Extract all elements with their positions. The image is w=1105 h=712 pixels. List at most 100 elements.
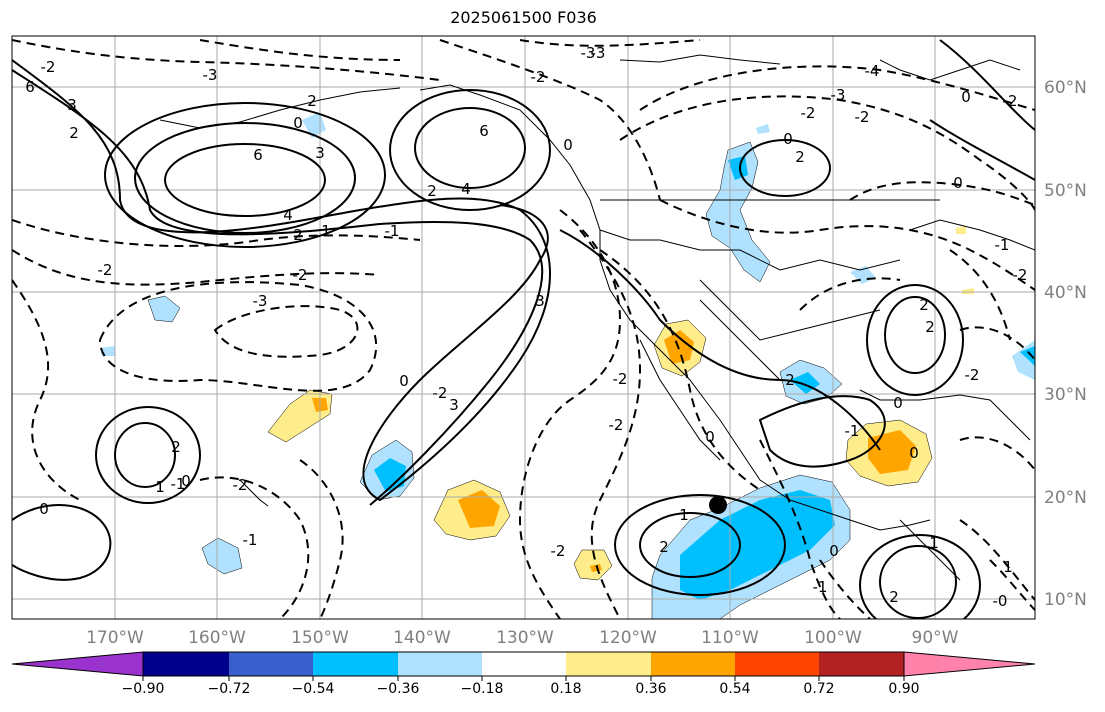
contour-label: 2 [293,226,303,244]
colorbar [11,651,1036,681]
lon-label: 170°W [86,628,144,648]
contour-label: 0 [783,130,793,148]
longitude-labels: 170°W 160°W 150°W 140°W 130°W 120°W 110°… [86,628,959,648]
contour-label: 2 [659,538,669,556]
contour-label: -2 [531,68,546,86]
colorbar-segment [313,652,398,676]
contour-label: -2 [233,476,248,494]
contour-label: 6 [253,146,263,164]
contour-label: -4 [865,62,880,80]
contour-label: -2 [965,366,980,384]
lat-label: 10°N [1044,590,1087,610]
contour-label: -3 [831,86,846,104]
lon-label: 90°W [912,628,959,648]
lat-label: 50°N [1044,181,1087,201]
contour-label: 0 [829,542,839,560]
contour-label: 6 [25,78,35,96]
contour-label: 2 [427,182,437,200]
contour-label: -1 [845,422,860,440]
dashed-contours [12,39,1035,619]
contour-label: 0 [399,372,409,390]
colorbar-tick-label: −0.72 [207,681,251,697]
contour-label: -1 [243,531,258,549]
lat-label: 60°N [1044,78,1087,98]
contour-label: 0 [953,174,963,192]
contour-label: -2 [41,58,56,76]
contour-label: 0 [293,114,303,132]
lon-label: 110°W [701,628,759,648]
colorbar-tick-label: −0.18 [460,681,504,697]
plot-area [12,36,1035,619]
contour-label: 2 [69,124,79,142]
lat-label: 40°N [1044,283,1087,303]
contour-label: 2 [785,371,795,389]
contour-label: -2 [855,108,870,126]
colorbar-segment [143,652,229,676]
colorbar-tick-label: 0.90 [888,681,920,697]
colorbar-extend-left [11,651,144,677]
colorbar-segment [566,652,651,676]
contour-label: 3 [315,144,325,162]
contour-label: -2 [1013,266,1028,284]
contour-label: -3 [203,66,218,84]
contour-label: 2 [795,148,805,166]
lon-label: 140°W [393,628,451,648]
contour-label: 4 [283,206,293,224]
positive-shading [267,226,974,581]
contour-label: 1 [929,534,939,552]
contour-label: -3 [591,44,606,62]
contour-label: -3 [253,292,268,310]
colorbar-extend-right [903,651,1036,677]
contour-label: -1 [171,475,186,493]
contour-label: 2 [889,588,899,606]
solid-contours [12,39,1035,619]
lon-label: 100°W [804,628,862,648]
colorbar-tick-label: 0.36 [635,681,667,697]
contour-label: -2 [801,104,816,122]
colorbar-tick-label: 0.72 [803,681,835,697]
contour-label: 6 [479,122,489,140]
colorbar-tick-label: 0.18 [550,681,582,697]
contour-label: 0 [961,88,971,106]
colorbar-tick-label: 0.54 [719,681,751,697]
contour-label: 1 [321,222,331,240]
contour-label: -1 [813,578,828,596]
contour-labels: -3 -2 -2 -3 -4 6 3 2 2 6 4 2 -2 0 0 3 4 … [25,44,1027,610]
contour-label: -2 [551,542,566,560]
colorbar-tick-label: −0.54 [291,681,335,697]
lon-label: 120°W [599,628,657,648]
contour-label: 0 [181,472,191,490]
contour-label: 4 [461,180,471,198]
contour-label: 0 [893,394,903,412]
contour-label: -2 [98,261,113,279]
colorbar-tick-label: −0.36 [376,681,420,697]
colorbar-segment [229,652,313,676]
lon-label: 160°W [188,628,246,648]
latitude-labels: 60°N 50°N 40°N 30°N 20°N 10°N [1044,78,1087,610]
colorbar-segment [398,652,482,676]
map-title: 2025061500 F036 [450,8,597,27]
plot-border [11,35,1036,620]
contour-label: -1 [995,236,1010,254]
contour-label: -2 [293,266,308,284]
contour-label: 0 [909,444,919,462]
colorbar-segment [651,652,735,676]
contour-label: 2 [919,296,929,314]
contour-label: 2 [171,438,181,456]
colorbar-segment [735,652,819,676]
contour-label: 0 [705,428,715,446]
location-marker [709,496,727,514]
contour-label: 2 [925,318,935,336]
contour-label: -3 [581,44,596,62]
contour-label: 3 [67,96,77,114]
contour-label: -2 [1003,92,1018,110]
contour-label: 0 [563,136,573,154]
lat-label: 20°N [1044,488,1087,508]
lat-label: 30°N [1044,385,1087,405]
contour-label: 2 [307,92,317,110]
contour-label: -2 [613,370,628,388]
colorbar-segment [482,652,566,676]
colorbar-border [142,651,905,677]
contour-label: -2 [433,384,448,402]
